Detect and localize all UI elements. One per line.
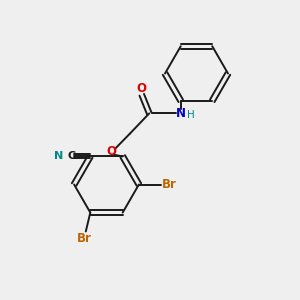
Text: O: O	[106, 145, 116, 158]
Text: C: C	[67, 152, 75, 161]
Text: N: N	[55, 152, 64, 161]
Text: Br: Br	[77, 232, 92, 245]
Text: H: H	[188, 110, 195, 120]
Text: O: O	[137, 82, 147, 95]
Text: N: N	[176, 107, 186, 120]
Text: Br: Br	[161, 178, 176, 191]
